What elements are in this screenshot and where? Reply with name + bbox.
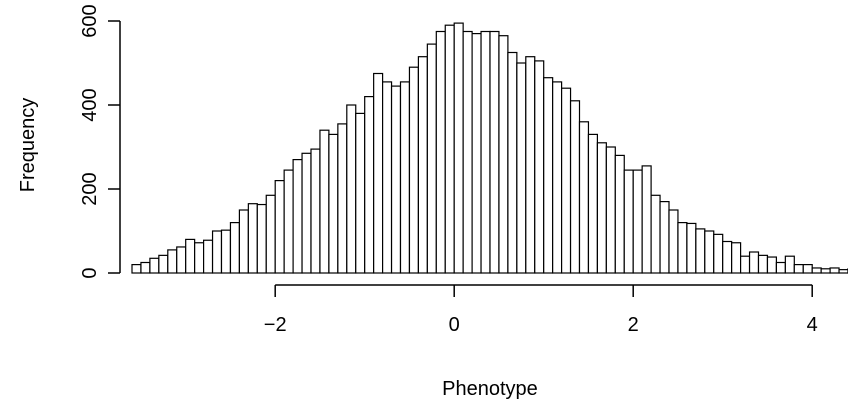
histogram-bar (364, 95, 375, 274)
histogram-bar (453, 22, 464, 274)
histogram-bar (140, 261, 151, 274)
histogram-bar (131, 264, 142, 274)
histogram-bar (507, 51, 518, 274)
histogram-bar (704, 230, 715, 274)
histogram-bar (283, 169, 294, 274)
histogram-bar (525, 56, 536, 274)
histogram-bar (614, 154, 625, 274)
histogram-bar (748, 251, 760, 274)
histogram-bar (328, 133, 339, 274)
histogram-bar (713, 233, 724, 274)
histogram-bar (292, 159, 303, 274)
histogram-bar (167, 249, 178, 274)
x-axis-ticks: −2 0 2 4 (264, 285, 818, 336)
histogram-bar (435, 30, 446, 274)
histogram-bar (677, 222, 688, 274)
histogram-bar (820, 268, 831, 274)
y-axis-ticks: 0 200 400 600 (79, 4, 120, 279)
histogram-bar (793, 264, 804, 274)
histogram-bar (775, 261, 786, 274)
histogram-bar (739, 255, 751, 274)
histogram-bar (569, 100, 581, 274)
histogram-bar (489, 30, 500, 274)
histogram-bar (310, 148, 321, 274)
histogram-bar (256, 203, 267, 274)
histogram-bar (829, 267, 840, 274)
histogram-bar (552, 81, 563, 274)
histogram-bar (811, 267, 822, 274)
histogram-bar (229, 222, 240, 274)
histogram-bar (668, 209, 679, 274)
histogram-bars (131, 22, 848, 274)
histogram-bar (560, 87, 572, 274)
histogram-bar (471, 32, 482, 274)
x-axis-label: Phenotype (442, 378, 538, 400)
histogram-bar (390, 85, 402, 274)
histogram-bar (194, 242, 205, 274)
x-tick-label: −2 (264, 314, 287, 336)
y-tick-label: 200 (79, 172, 101, 205)
histogram-bar (623, 169, 634, 274)
histogram-bar (346, 104, 357, 274)
histogram-bar (185, 238, 196, 274)
histogram-bar (757, 254, 769, 274)
histogram-bar (462, 30, 473, 274)
histogram-bar (543, 77, 554, 274)
histogram-bar (382, 81, 393, 274)
histogram-bar (238, 209, 249, 274)
histogram-bar (516, 62, 527, 274)
histogram-bar (149, 257, 160, 274)
histogram-bar (578, 121, 590, 274)
y-tick-label: 600 (79, 4, 101, 37)
histogram-bar (480, 30, 491, 274)
histogram-bar (247, 203, 258, 274)
histogram-bar (265, 194, 276, 274)
histogram-bar (373, 72, 384, 274)
histogram-bar (632, 169, 643, 274)
histogram-bar (784, 255, 795, 274)
histogram-bar (766, 256, 778, 274)
histogram-bar (426, 43, 437, 274)
histogram-bar (220, 229, 232, 274)
histogram-bar (838, 269, 848, 274)
histogram-bar (319, 129, 330, 274)
x-tick-label: 0 (449, 314, 460, 336)
y-tick-label: 400 (79, 88, 101, 121)
histogram-bar (731, 242, 742, 274)
histogram-bar (337, 123, 348, 274)
histogram-bar (355, 112, 366, 274)
histogram-bar (301, 152, 312, 274)
histogram-bar (176, 246, 187, 274)
histogram-bar (695, 228, 706, 274)
histogram-bar (802, 264, 813, 274)
histogram-bar (203, 239, 214, 274)
histogram-bar (722, 240, 733, 274)
histogram-bar (659, 201, 670, 274)
histogram-bar (417, 56, 428, 274)
histogram-bar (596, 142, 607, 274)
histogram-bar (211, 230, 223, 274)
histogram-bar (686, 222, 697, 274)
histogram-bar (534, 60, 545, 274)
histogram-bar (650, 194, 661, 274)
histogram-bar (605, 146, 616, 274)
y-axis-label: Frequency (17, 98, 39, 193)
histogram-bar (408, 66, 420, 274)
y-tick-label: 0 (79, 267, 101, 278)
histogram-bar (444, 24, 455, 274)
histogram-bar (641, 165, 652, 274)
x-tick-label: 2 (628, 314, 639, 336)
histogram-bar (399, 81, 411, 274)
histogram-bar (498, 35, 509, 274)
histogram-bar (587, 133, 599, 274)
x-tick-label: 4 (807, 314, 818, 336)
histogram-bar (158, 254, 169, 274)
histogram-bar (274, 180, 285, 274)
